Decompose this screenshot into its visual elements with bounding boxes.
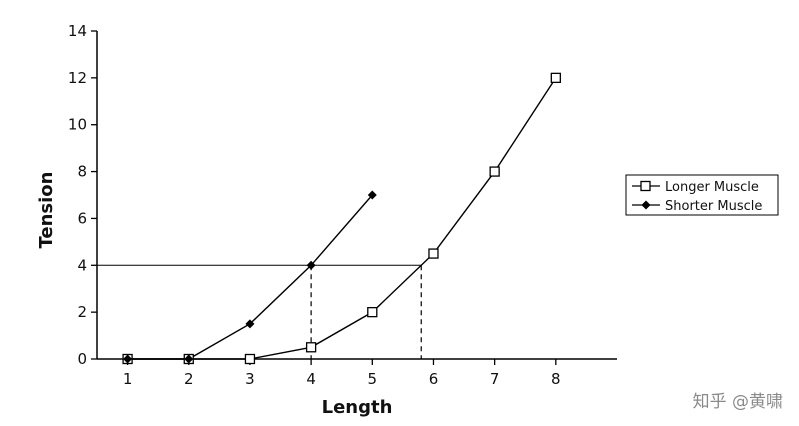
x-tick-label: 7 (490, 370, 500, 388)
series-line-longer (127, 77, 557, 360)
x-tick-label: 4 (306, 370, 316, 388)
y-tick-label: 0 (77, 350, 87, 368)
data-point-shorter (184, 354, 194, 364)
x-tick-label: 3 (245, 370, 255, 388)
y-tick-label: 10 (68, 116, 87, 134)
data-point-longer (428, 248, 439, 259)
y-tick-label: 6 (77, 209, 87, 227)
data-point-shorter (123, 354, 133, 364)
legend-box (625, 174, 779, 216)
legend-marker-longer (640, 180, 651, 192)
data-point-shorter (367, 190, 377, 200)
y-tick-label: 14 (68, 22, 87, 40)
data-point-longer (550, 72, 561, 84)
series-lines (127, 77, 557, 360)
data-point-shorter (245, 319, 255, 329)
x-tick-label: 2 (184, 370, 194, 388)
series-line-shorter (127, 194, 373, 360)
x-tick-label: 8 (551, 370, 561, 388)
y-tick-label: 4 (77, 256, 87, 274)
data-point-longer (489, 166, 500, 177)
legend-marker-shorter (641, 200, 651, 210)
legend-label-shorter: Shorter Muscle (665, 199, 762, 214)
y-tick-label: 12 (68, 69, 87, 87)
y-axis-title: Tension (36, 172, 57, 249)
data-point-shorter (306, 260, 316, 270)
series-markers (122, 72, 561, 365)
data-point-longer (244, 353, 256, 365)
data-point-longer (305, 342, 317, 353)
watermark: 知乎 @黄啸 (692, 392, 783, 412)
x-axis-title: Length (322, 397, 393, 418)
reference-lines (97, 264, 422, 359)
x-tick-label: 6 (429, 370, 439, 388)
x-tick-label: 1 (123, 370, 133, 388)
y-tick-label: 8 (77, 163, 87, 181)
data-point-longer (367, 306, 378, 318)
legend: Longer Muscle Shorter Muscle (625, 174, 779, 216)
legend-label-longer: Longer Muscle (665, 180, 759, 195)
x-tick-label: 5 (368, 370, 378, 388)
y-tick-label: 2 (77, 303, 87, 321)
